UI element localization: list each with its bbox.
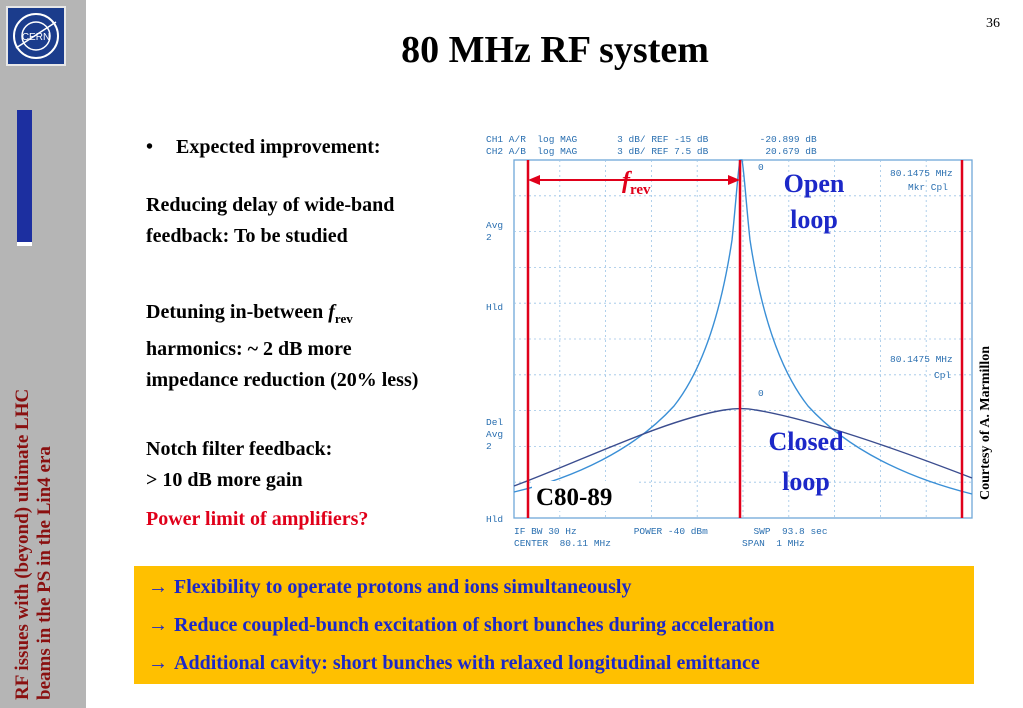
- cern-logo: CERN: [6, 6, 66, 66]
- closed-loop-label-line1: Closed: [768, 427, 844, 456]
- frev-label: frev: [622, 168, 651, 198]
- frev-symbol: f: [328, 301, 335, 323]
- bullet-dot: •: [146, 136, 154, 158]
- plot-red-lines: [526, 160, 964, 518]
- plot-left-labels: Avg 2 Hld Del Avg 2 Hld: [486, 220, 503, 525]
- plot-marker-readouts: 80.1475 MHz Mkr Cpl 80.1475 MHz Cpl 0 0: [758, 162, 953, 399]
- paragraph-line: Reducing delay of wide-band: [146, 194, 395, 216]
- sidebar-vertical-text: RF issues with (beyond) ultimate LHC bea…: [12, 260, 56, 700]
- arrow-right-icon: →: [148, 614, 168, 636]
- paragraph-notch: Notch filter feedback: > 10 dB more gain: [146, 434, 332, 496]
- courtesy-note: Courtesy of A. Marmillon: [978, 346, 993, 500]
- plot-left-label: Hld: [486, 302, 503, 313]
- analyzer-plot: CH1 A/R log MAG 3 dB/ REF -15 dB -20.899…: [484, 130, 976, 550]
- paragraph-line: Notch filter feedback:: [146, 438, 333, 460]
- paragraph-line: > 10 dB more gain: [146, 469, 303, 491]
- sidebar: CERN RF issues with (beyond) ultimate LH…: [0, 0, 86, 708]
- closed-loop-label-line2: loop: [782, 467, 830, 496]
- plot-left-label: Del: [486, 417, 503, 428]
- paragraph-line: impedance reduction (20% less): [146, 369, 419, 391]
- analyzer-plot-svg: CH1 A/R log MAG 3 dB/ REF -15 dB -20.899…: [484, 130, 976, 550]
- marker2-zero: 0: [758, 388, 764, 399]
- callout-item-text: Additional cavity: short bunches with re…: [174, 652, 760, 674]
- plot-left-label: Avg: [486, 429, 503, 440]
- callout-box: → Flexibility to operate protons and ions…: [134, 566, 974, 684]
- bullet-text: Expected improvement:: [176, 136, 381, 158]
- paragraph-detuning: Detuning in-between frev harmonics: ~ 2 …: [146, 297, 418, 396]
- plot-footer-line2: CENTER 80.11 MHz SPAN 1 MHz: [514, 538, 805, 549]
- plot-left-label: Hld: [486, 514, 503, 525]
- plot-header-line1: CH1 A/R log MAG 3 dB/ REF -15 dB -20.899…: [486, 134, 817, 145]
- sidebar-text-line1: RF issues with (beyond) ultimate LHC: [12, 388, 33, 700]
- open-loop-label-line1: Open: [784, 169, 845, 198]
- marker1-zero: 0: [758, 162, 764, 173]
- closed-loop-trace: [513, 407, 973, 487]
- paragraph-line: Detuning in-between frev: [146, 297, 418, 334]
- plot-footer-line1: IF BW 30 Hz POWER -40 dBm SWP 93.8 sec: [514, 526, 828, 537]
- plot-left-label: Avg: [486, 220, 503, 231]
- arrow-right-icon: →: [148, 652, 168, 674]
- paragraph-line: feedback: To be studied: [146, 225, 348, 247]
- paragraph-power-limit: Power limit of amplifiers?: [146, 508, 369, 530]
- frev-subscript: rev: [334, 311, 353, 326]
- plot-left-label: 2: [486, 232, 492, 243]
- paragraph-text: Detuning in-between: [146, 301, 329, 323]
- marker1-mode: Mkr Cpl: [908, 182, 948, 193]
- paragraph-wideband: Reducing delay of wide-band feedback: To…: [146, 190, 394, 252]
- page-number: 36: [986, 16, 1000, 31]
- frev-label-f: f: [622, 168, 632, 194]
- bullet-item: • Expected improvement:: [146, 136, 381, 159]
- paragraph-line: harmonics: ~ 2 dB more: [146, 338, 352, 360]
- callout-item-text: Reduce coupled-bunch excitation of short…: [174, 614, 775, 636]
- callout-item-flexibility: → Flexibility to operate protons and ions…: [148, 576, 631, 599]
- sidebar-text-line2: beams in the PS in the Lin4 era: [34, 446, 55, 700]
- cern-logo-graphic: CERN: [13, 13, 59, 59]
- callout-item-coupled-bunch: → Reduce coupled-bunch excitation of shor…: [148, 614, 775, 637]
- marker2-frequency: 80.1475 MHz: [890, 354, 953, 365]
- page-title: 80 MHz RF system: [401, 29, 709, 71]
- callout-item-text: Flexibility to operate protons and ions …: [174, 576, 632, 598]
- marker2-mode: Cpl: [934, 370, 951, 381]
- cavity-label: C80-89: [536, 484, 612, 511]
- sidebar-accent-cap: [17, 242, 32, 246]
- cern-logo-text: CERN: [22, 32, 50, 43]
- plot-header-line2: CH2 A/B log MAG 3 dB/ REF 7.5 dB 20.679 …: [486, 146, 817, 157]
- callout-item-additional-cavity: → Additional cavity: short bunches with r…: [148, 652, 760, 675]
- frev-label-sub: rev: [630, 182, 651, 198]
- open-loop-label-line2: loop: [790, 205, 838, 234]
- marker1-frequency: 80.1475 MHz: [890, 168, 953, 179]
- sidebar-accent-bar: [17, 110, 32, 242]
- cavity-label-bg: [532, 481, 636, 511]
- plot-left-label: 2: [486, 441, 492, 452]
- arrow-right-icon: →: [148, 576, 168, 598]
